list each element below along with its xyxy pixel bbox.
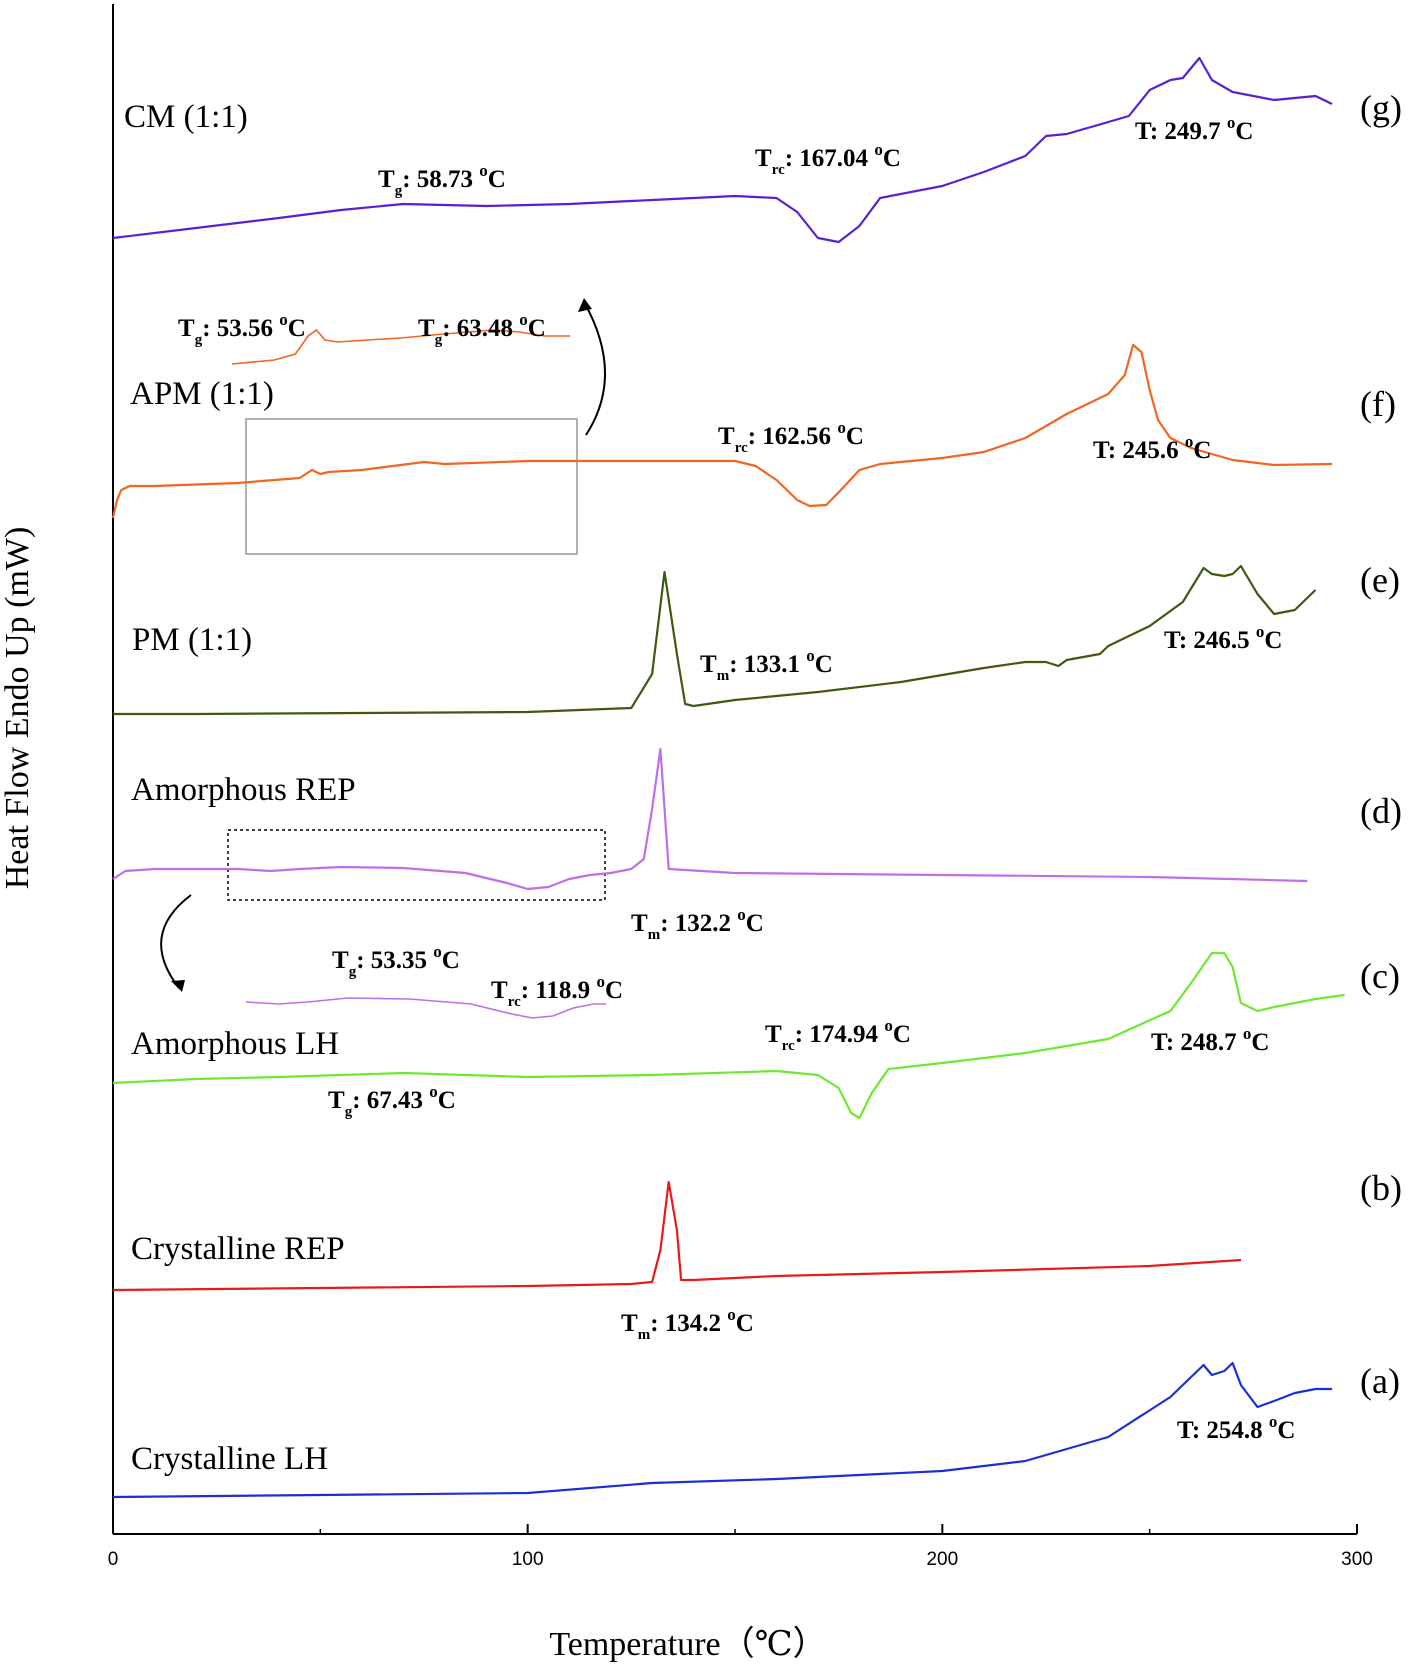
- annotation-g-0: Tg: 58.73 oC: [378, 161, 506, 199]
- series-line-a: [112, 1361, 1333, 1499]
- inset-line-f_inset: [231, 328, 570, 365]
- series-line-c: [112, 951, 1345, 1120]
- plot-area: CM (1:1) (g) Tg: 58.73 oC Trc: 167.04 oC T: …: [111, 56, 1402, 1499]
- x-axis-label: Temperature（℃）: [549, 1625, 826, 1663]
- sample-name-b: Crystalline REP: [131, 1231, 345, 1267]
- inset-annotation-f_inset-1: Tg: 63.48 oC: [418, 310, 546, 348]
- series-d: Amorphous REP (d) Tm: 132.2 oC: [112, 747, 1402, 943]
- annotation-f-0: Trc: 162.56 oC: [718, 418, 864, 456]
- series-line-b: [112, 1180, 1241, 1292]
- series-b: Crystalline REP (b) Tm: 134.2 oC: [112, 1168, 1402, 1343]
- annotation-c-2: T: 248.7 oC: [1151, 1024, 1269, 1056]
- series-c: Amorphous LH (c) Tg: 67.43 oC Trc: 174.94 o…: [112, 951, 1400, 1120]
- annotation-b-0: Tm: 134.2 oC: [621, 1305, 754, 1343]
- panel-letter-e: (e): [1360, 560, 1400, 600]
- inset-frames: [160, 298, 606, 992]
- annotation-c-0: Tg: 67.43 oC: [328, 1082, 456, 1120]
- panel-letter-b: (b): [1360, 1168, 1402, 1208]
- panel-letter-d: (d): [1360, 791, 1402, 831]
- sample-name-d: Amorphous REP: [131, 772, 356, 808]
- d-zoom-arrow: [160, 894, 192, 989]
- panel-letter-f: (f): [1360, 384, 1396, 424]
- series-line-f: [111, 343, 1333, 519]
- series-e: PM (1:1) (e) Tm: 133.1 oC T: 246.5 oC: [113, 560, 1400, 716]
- sample-name-e: PM (1:1): [132, 622, 252, 658]
- sample-name-f: APM (1:1): [130, 376, 274, 412]
- annotation-a-0: T: 254.8 oC: [1177, 1412, 1295, 1444]
- f-zoom-arrow: [583, 301, 606, 436]
- inset-annotation-d_inset-1: Trc: 118.9 oC: [491, 972, 623, 1010]
- series-g: CM (1:1) (g) Tg: 58.73 oC Trc: 167.04 oC T: …: [112, 56, 1402, 244]
- f-zoom-box: [245, 418, 578, 555]
- annotation-e-1: T: 246.5 oC: [1164, 622, 1282, 654]
- inset-line-d_inset: [245, 997, 606, 1019]
- panel-letter-c: (c): [1360, 956, 1400, 996]
- annotation-g-1: Trc: 167.04 oC: [755, 140, 901, 178]
- series-f: APM (1:1) (f) Trc: 162.56 oC T: 245.6 oC: [111, 343, 1396, 519]
- inset-f_inset: Tg: 53.56 oC Tg: 63.48 oC: [178, 310, 570, 365]
- panel-letter-g: (g): [1360, 88, 1402, 128]
- d-zoom-box: [227, 829, 606, 901]
- sample-name-a: Crystalline LH: [131, 1441, 328, 1477]
- inset-annotation-d_inset-0: Tg: 53.35 oC: [332, 942, 460, 980]
- series-line-e: [113, 564, 1317, 716]
- inset-d_inset: Tg: 53.35 oC Trc: 118.9 oC: [245, 942, 623, 1019]
- annotation-f-1: T: 245.6 oC: [1093, 432, 1211, 464]
- sample-name-c: Amorphous LH: [131, 1026, 339, 1062]
- annotation-c-1: Trc: 174.94 oC: [765, 1016, 911, 1054]
- annotation-g-2: T: 249.7 oC: [1135, 113, 1253, 145]
- x-tick-label: 300: [1341, 1549, 1373, 1570]
- panel-letter-a: (a): [1360, 1361, 1400, 1401]
- series-line-d: [112, 747, 1308, 891]
- inset-annotation-f_inset-0: Tg: 53.56 oC: [178, 310, 306, 348]
- f-zoom-arrowhead: [578, 298, 592, 312]
- x-ticks: 0 100 200 300: [108, 1524, 1373, 1570]
- annotation-d-0: Tm: 132.2 oC: [631, 905, 764, 943]
- y-axis-label: Heat Flow Endo Up (mW): [0, 527, 36, 890]
- series-a: Crystalline LH (a) T: 254.8 oC: [112, 1361, 1400, 1499]
- d-zoom-arrowhead: [171, 980, 185, 992]
- x-tick-label: 0: [108, 1549, 119, 1570]
- x-tick-label: 100: [512, 1549, 544, 1570]
- sample-name-g: CM (1:1): [124, 99, 248, 135]
- x-tick-label: 200: [926, 1549, 958, 1570]
- annotation-e-0: Tm: 133.1 oC: [700, 646, 833, 684]
- series-line-g: [112, 56, 1333, 244]
